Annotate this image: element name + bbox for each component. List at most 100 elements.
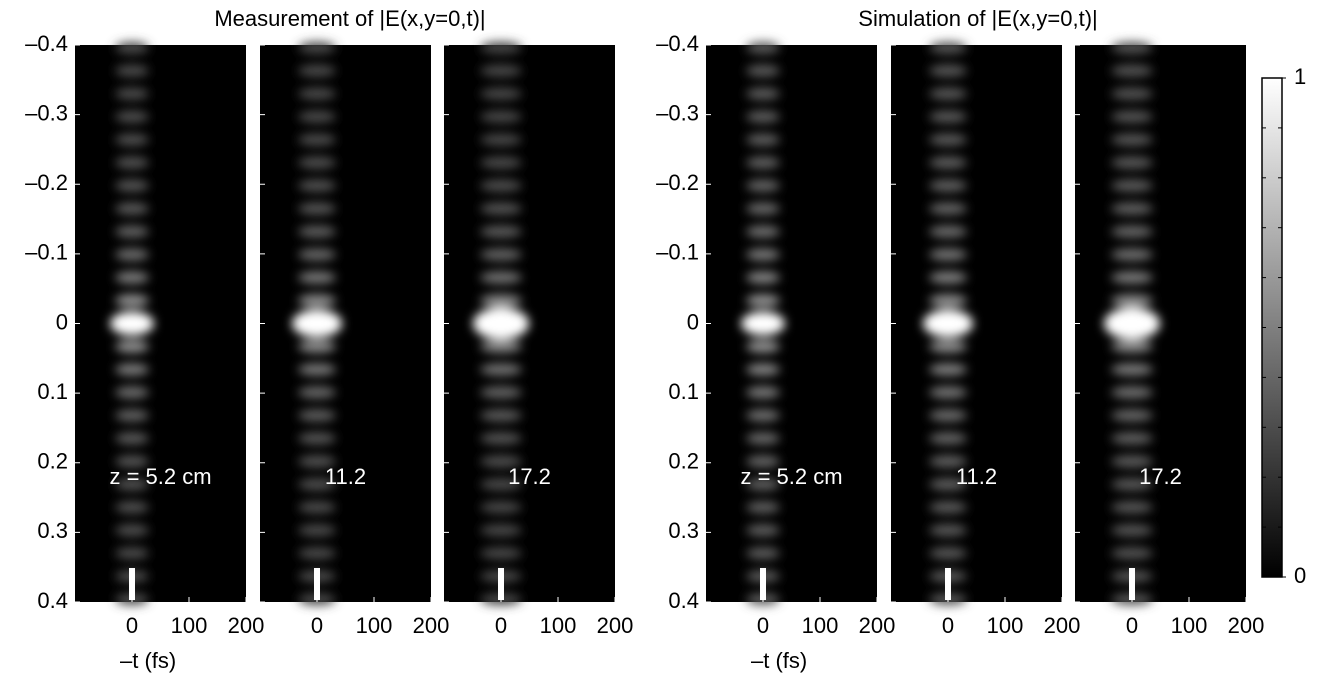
intensity-blob [746,386,780,399]
intensity-blob [298,133,336,146]
intensity-blob [298,363,336,376]
y-tick-label: 0 [56,309,68,334]
intensity-blob [473,307,529,340]
intensity-blob [115,501,149,514]
intensity-blob [480,179,522,192]
intensity-blob [1111,87,1153,100]
intensity-blob [746,64,780,77]
intensity-blob [480,133,522,146]
intensity-blob [480,225,522,238]
intensity-blob [480,202,522,215]
intensity-blob [929,156,967,169]
intensity-blob [746,478,780,491]
intensity-blob [746,110,780,123]
intensity-blob [1111,202,1153,215]
intensity-blob [1111,432,1153,445]
intensity-blob [298,340,336,353]
intensity-pattern [1104,41,1160,606]
panel [706,45,877,602]
x-tick-label: 0 [126,613,138,638]
intensity-blob [480,64,522,77]
intensity-blob [115,340,149,353]
intensity-blob [480,41,522,54]
intensity-blob [1111,110,1153,123]
intensity-blob [298,455,336,468]
intensity-blob [480,340,522,353]
intensity-blob [480,248,522,261]
x-tick-label: 200 [597,613,634,638]
x-tick-label: 200 [1044,613,1081,638]
intensity-blob [115,248,149,261]
intensity-blob [1111,179,1153,192]
y-tick-label: –0.4 [25,31,68,56]
intensity-blob [298,386,336,399]
intensity-blob [298,524,336,537]
x-tick-label: 200 [228,613,265,638]
position-marker [945,568,951,600]
x-tick-label: 200 [413,613,450,638]
intensity-blob [480,524,522,537]
intensity-pattern [741,41,785,606]
intensity-blob [746,363,780,376]
y-tick-label: 0.3 [668,518,699,543]
intensity-blob [746,179,780,192]
intensity-blob [746,432,780,445]
intensity-blob [298,294,336,307]
intensity-blob [480,87,522,100]
x-tick-label: 200 [859,613,896,638]
intensity-blob [929,501,967,514]
chart-title: Simulation of |E(x,y=0,t)| [858,6,1097,31]
intensity-blob [1111,524,1153,537]
intensity-blob [1111,225,1153,238]
intensity-blob [746,524,780,537]
intensity-blob [298,64,336,77]
y-tick-label: –0.1 [656,240,699,265]
intensity-blob [298,432,336,445]
intensity-blob [929,547,967,560]
intensity-blob [298,547,336,560]
intensity-blob [298,156,336,169]
intensity-blob [298,248,336,261]
intensity-blob [746,156,780,169]
intensity-blob [746,271,780,284]
panel-label: 11.2 [956,464,997,489]
intensity-blob [929,524,967,537]
intensity-blob [115,524,149,537]
intensity-blob [929,409,967,422]
intensity-blob [1111,340,1153,353]
y-tick-label: 0.1 [668,379,699,404]
position-marker [1129,568,1135,600]
x-axis-label: –t (fs) [751,648,807,673]
intensity-blob [115,363,149,376]
intensity-blob [298,202,336,215]
x-tick-label: 100 [356,613,393,638]
intensity-blob [292,309,342,338]
intensity-blob [480,409,522,422]
x-tick-label: 200 [1228,613,1265,638]
y-tick-label: 0.3 [37,518,68,543]
intensity-blob [480,294,522,307]
colorbar-tick-label: 0 [1294,563,1306,588]
y-tick-label: –0.2 [25,170,68,195]
panel-label: 17.2 [1139,464,1182,489]
y-tick-label: 0.4 [37,588,68,613]
intensity-blob [1111,501,1153,514]
panel [1075,45,1246,602]
intensity-blob [929,455,967,468]
intensity-blob [115,409,149,422]
intensity-blob [115,455,149,468]
intensity-blob [480,110,522,123]
intensity-blob [115,64,149,77]
y-tick-label: 0.2 [668,449,699,474]
panel-label: 11.2 [325,464,366,489]
intensity-blob [1111,363,1153,376]
intensity-blob [746,409,780,422]
x-tick-label: 100 [802,613,839,638]
y-tick-label: –0.3 [656,100,699,125]
intensity-blob [929,386,967,399]
intensity-blob [746,294,780,307]
intensity-blob [929,363,967,376]
intensity-blob [298,225,336,238]
intensity-blob [746,340,780,353]
intensity-blob [115,225,149,238]
